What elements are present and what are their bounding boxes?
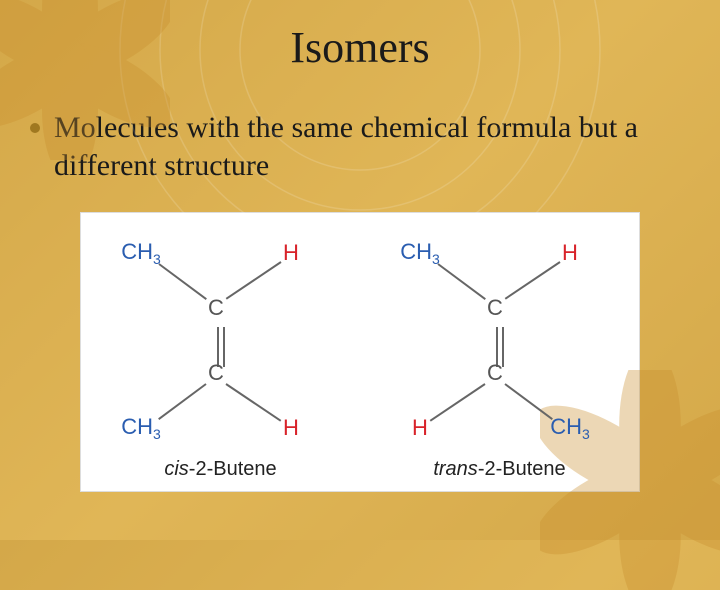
bullet-item: Molecules with the same chemical formula… <box>30 109 690 184</box>
bond <box>225 261 281 300</box>
molecule-trans-2-butene: trans-2-Butene CH3 H C C H CH3 <box>360 213 639 491</box>
atom-ch3: CH3 <box>121 239 161 267</box>
bond <box>504 383 552 420</box>
atom-ch3: CH3 <box>550 414 590 442</box>
atom-c: C <box>208 360 224 386</box>
bond <box>158 383 206 420</box>
atom-h: H <box>283 240 299 266</box>
atom-c: C <box>487 295 503 321</box>
atom-c: C <box>208 295 224 321</box>
atom-h: H <box>283 415 299 441</box>
molecule-label-cis: cis-2-Butene <box>81 458 360 481</box>
label-rest: -2-Butene <box>189 458 277 480</box>
bond <box>225 383 281 422</box>
atom-h: H <box>562 240 578 266</box>
bond <box>429 383 485 422</box>
atom-ch3: CH3 <box>121 414 161 442</box>
label-rest: -2-Butene <box>478 458 566 480</box>
bond <box>504 261 560 300</box>
molecule-label-trans: trans-2-Butene <box>360 458 639 481</box>
atom-c: C <box>487 360 503 386</box>
label-prefix: trans <box>433 458 477 480</box>
bond <box>437 263 485 300</box>
atom-h: H <box>412 415 428 441</box>
molecule-diagram: cis-2-Butene CH3HCCCH3H trans-2-Butene C… <box>80 212 640 492</box>
bond <box>158 263 206 300</box>
molecule-cis-2-butene: cis-2-Butene CH3 H C C CH3 H <box>81 213 360 491</box>
bullet-text: Molecules with the same chemical formula… <box>54 109 690 184</box>
atom-ch3: CH3 <box>400 239 440 267</box>
bullet-dot-icon <box>30 123 40 133</box>
slide-title: Isomers <box>0 0 720 73</box>
label-prefix: cis <box>164 458 188 480</box>
